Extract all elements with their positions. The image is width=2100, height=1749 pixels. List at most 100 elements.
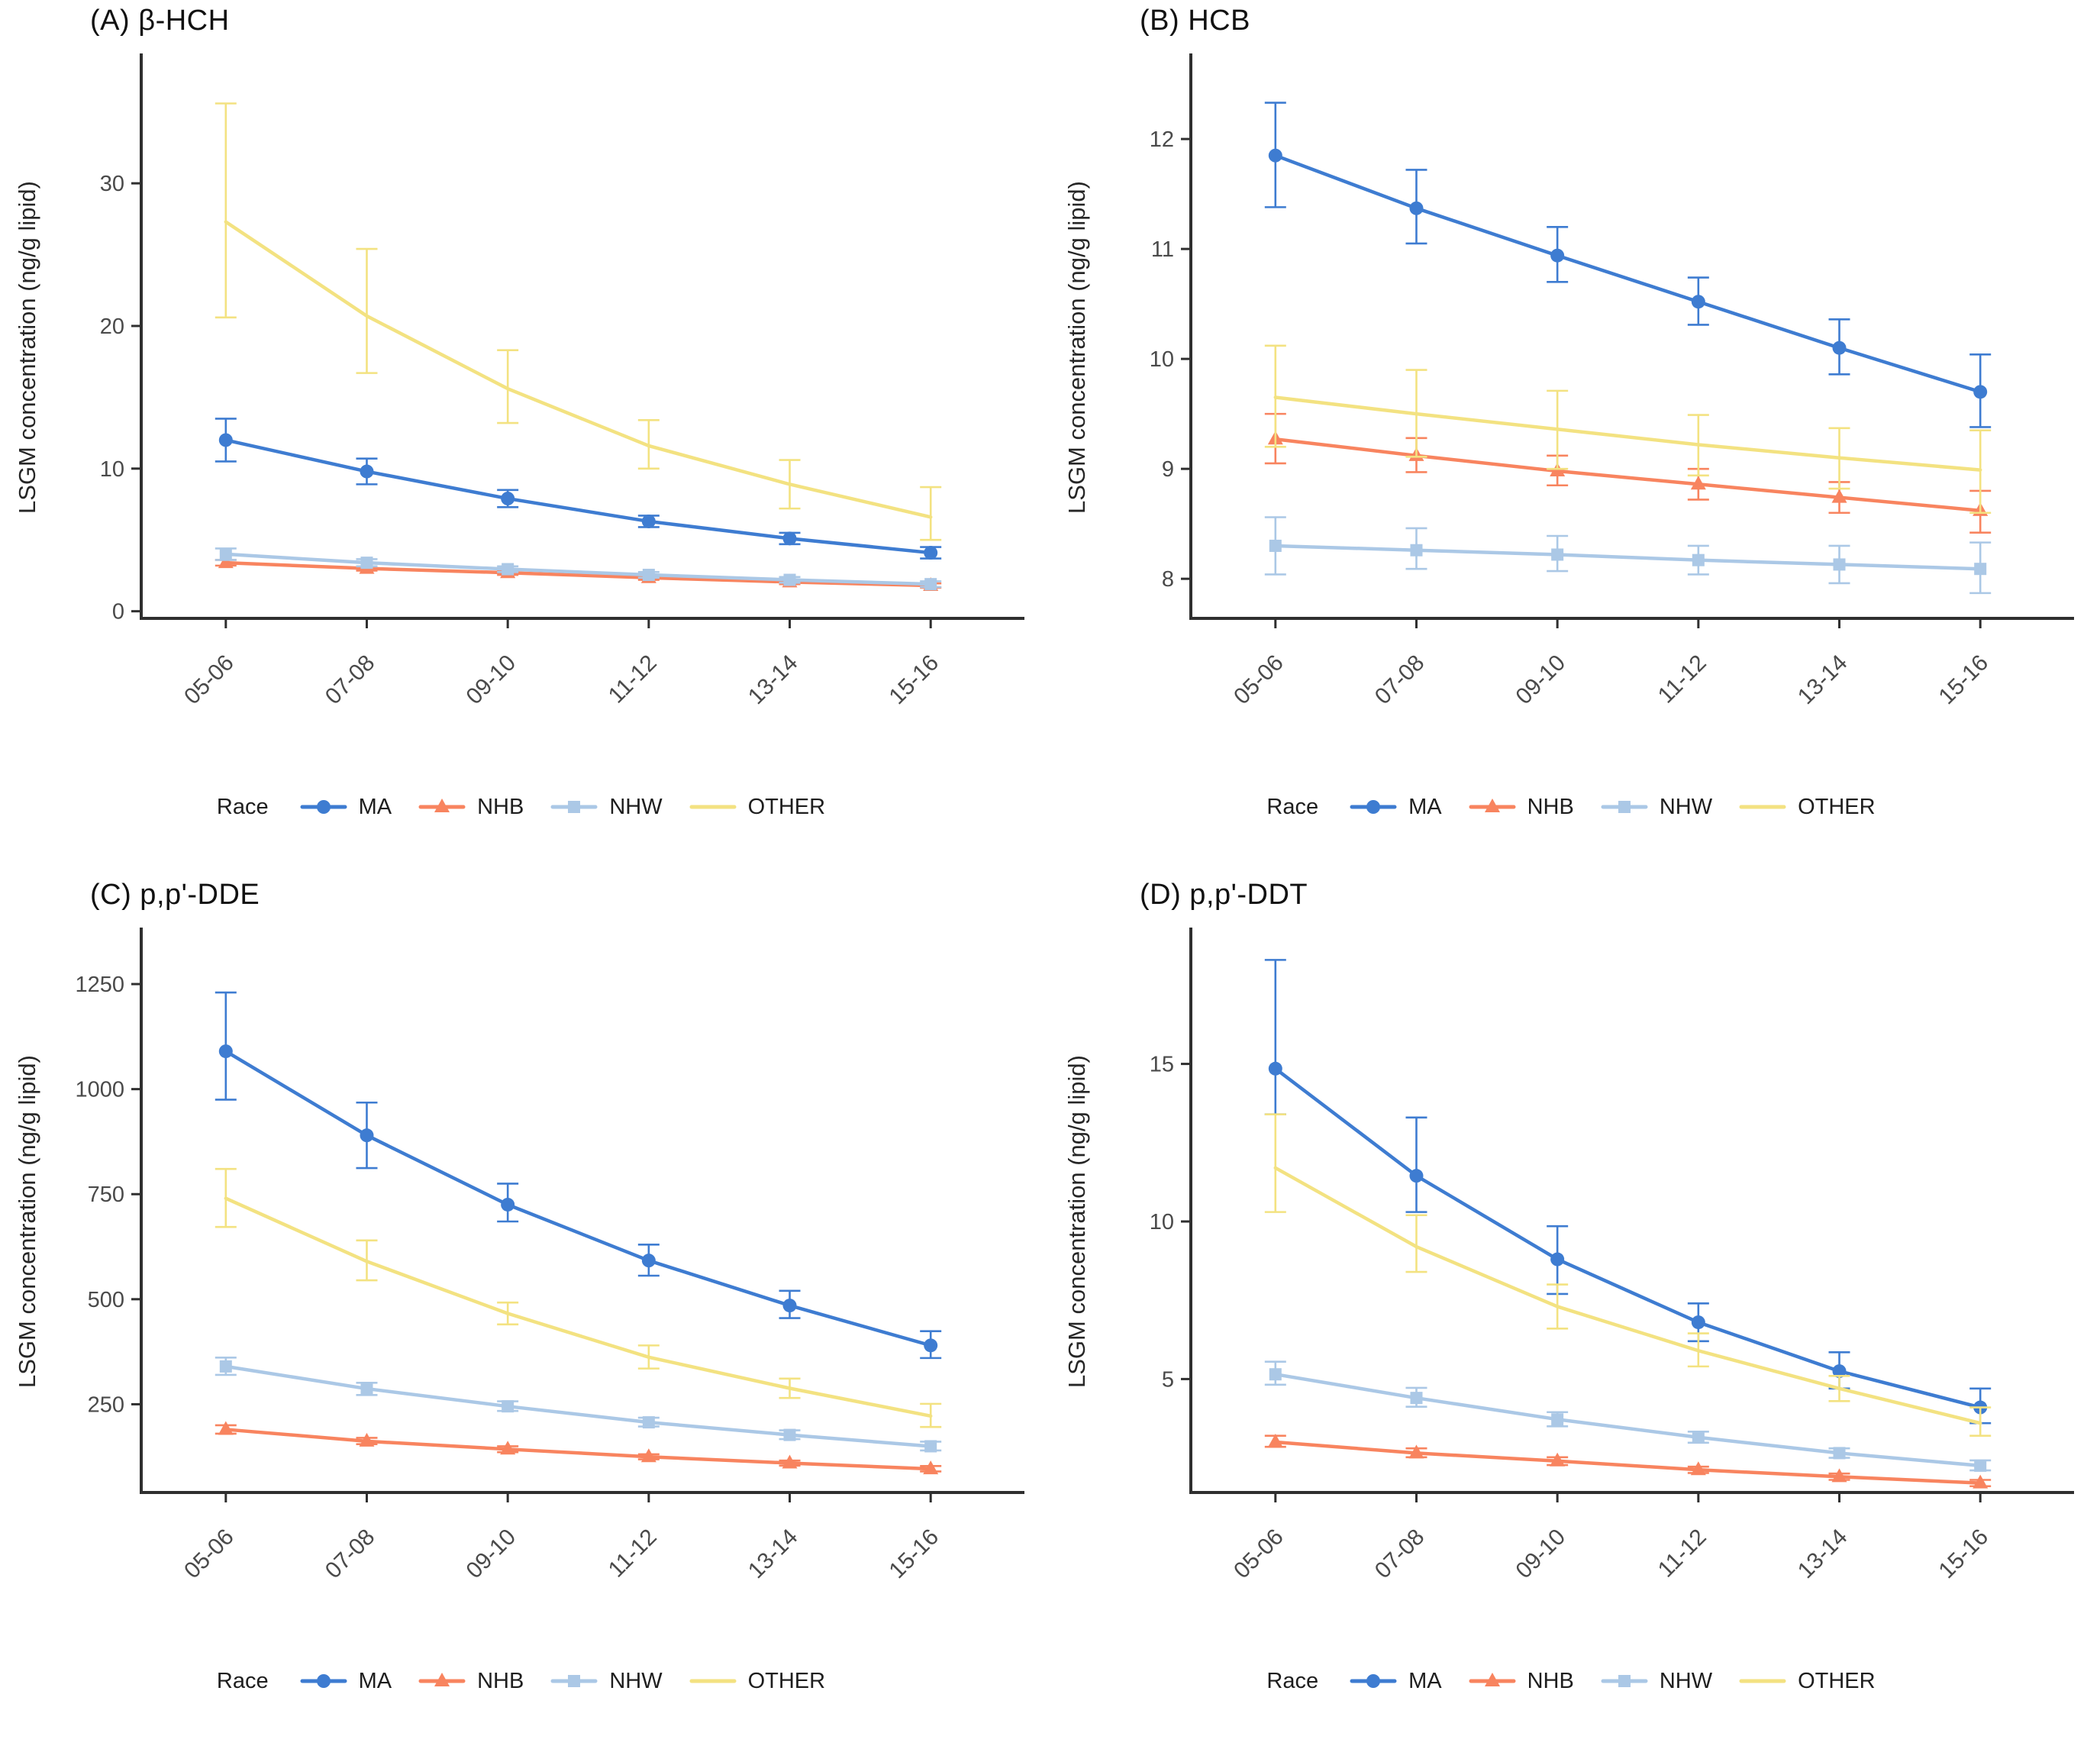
- legend-item-nhw: NHW: [1600, 1668, 1712, 1694]
- x-axis-ticks: 05-06 07-08 09-10 11-12 13-14 15-16: [1229, 618, 1993, 709]
- x-axis-ticks: 05-06 07-08 09-10 11-12 13-14 15-16: [179, 1492, 944, 1583]
- x-tick-label: 09-10: [462, 1525, 521, 1584]
- legend-label: MA: [1408, 1668, 1442, 1693]
- legend-title: Race: [216, 1668, 269, 1693]
- legend-item-other: OTHER: [1738, 794, 1876, 820]
- panel-a-title: (A) β-HCH: [90, 5, 230, 37]
- legend-item-nhb: NHB: [418, 794, 524, 820]
- legend-label: OTHER: [747, 1668, 826, 1693]
- y-tick-label: 12: [1150, 127, 1174, 152]
- legend-item-nhw: NHW: [550, 794, 663, 820]
- x-tick-label: 05-06: [179, 1525, 239, 1584]
- x-tick-label: 15-16: [1934, 1525, 1994, 1584]
- x-tick-label: 05-06: [1229, 650, 1289, 710]
- series-nhw: [1264, 1360, 1992, 1472]
- legend-item-nhb: NHB: [418, 1668, 524, 1694]
- x-tick-label: 07-08: [1370, 650, 1430, 710]
- series-ma: [1264, 959, 1992, 1425]
- legend-key-ma-icon: [1350, 800, 1397, 814]
- y-tick-label: 20: [100, 315, 124, 339]
- legend-label: NHW: [1659, 1668, 1713, 1693]
- series-other: [1264, 344, 1992, 515]
- x-tick-label: 13-14: [744, 650, 803, 710]
- x-tick-label: 05-06: [1229, 1525, 1289, 1584]
- legend-title: Race: [1266, 1668, 1319, 1693]
- x-tick-label: 15-16: [885, 650, 944, 710]
- legend-key-nhb-icon: [1469, 1673, 1516, 1686]
- series-other: [1264, 1113, 1992, 1437]
- series-nhb: [1264, 1433, 1992, 1489]
- legend-label: OTHER: [747, 794, 826, 819]
- x-tick-label: 13-14: [744, 1525, 803, 1584]
- axes: [1189, 928, 2074, 1494]
- legend-d: Race MA NHB NHW OTHER: [1050, 1654, 2092, 1708]
- x-tick-label: 11-12: [604, 650, 662, 708]
- legend-key-other-icon: [1739, 1679, 1786, 1683]
- axes: [140, 928, 1024, 1494]
- series-ma: [1264, 102, 1992, 428]
- legend-item-nhw: NHW: [1600, 794, 1712, 820]
- x-tick-label: 11-12: [1653, 1525, 1711, 1583]
- y-tick-label: 11: [1151, 237, 1174, 262]
- legend-title: Race: [1266, 794, 1319, 819]
- y-axis-label: LSGM concentration (ng/g lipid): [14, 1055, 40, 1388]
- legend-label: NHW: [609, 794, 663, 819]
- legend-key-ma-icon: [300, 1674, 347, 1688]
- x-tick-label: 05-06: [179, 650, 239, 710]
- series-ma: [215, 991, 942, 1360]
- panel-d-title: (D) p,p'-DDT: [1140, 879, 1308, 911]
- x-tick-label: 15-16: [885, 1525, 944, 1584]
- y-tick-label: 8: [1162, 567, 1174, 592]
- legend-item-ma: MA: [299, 1668, 392, 1694]
- y-axis-ticks: 5 10 15: [1150, 1053, 1191, 1392]
- legend-key-other-icon: [689, 1679, 737, 1683]
- legend-b: Race MA NHB NHW OTHER: [1050, 780, 2092, 834]
- axes: [1189, 53, 2074, 620]
- series-nhw: [1264, 516, 1992, 595]
- series-other: [215, 1167, 942, 1428]
- panel-b-hcb: (B) HCB 8 9 10 11 12 05-06 07-08 09-10 11-12 13-1…: [1050, 0, 2100, 874]
- legend-item-nhb: NHB: [1468, 1668, 1574, 1694]
- series-nhw: [215, 1357, 942, 1453]
- legend-a: Race MA NHB NHW OTHER: [0, 780, 1042, 834]
- y-axis-label: LSGM concentration (ng/g lipid): [1063, 181, 1090, 514]
- legend-key-nhw-icon: [1601, 801, 1648, 813]
- legend-item-other: OTHER: [689, 794, 826, 820]
- series-ma: [215, 418, 942, 560]
- x-tick-label: 15-16: [1934, 650, 1994, 710]
- legend-label: NHB: [1527, 794, 1574, 819]
- legend-key-ma-icon: [300, 800, 347, 814]
- y-tick-label: 5: [1162, 1367, 1174, 1392]
- y-axis-label: LSGM concentration (ng/g lipid): [1063, 1055, 1090, 1388]
- legend-item-ma: MA: [1349, 1668, 1442, 1694]
- x-tick-label: 13-14: [1793, 650, 1853, 710]
- legend-label: NHB: [477, 1668, 524, 1693]
- line-chart-ppdde: 250 500 750 1000 1250 05-06 07-08 09-10 11-12 13-…: [14, 928, 1024, 1583]
- legend-key-other-icon: [689, 805, 737, 809]
- legend-label: MA: [358, 1668, 392, 1693]
- y-tick-label: 10: [1150, 347, 1174, 372]
- legend-key-other-icon: [1739, 805, 1786, 809]
- y-tick-label: 30: [100, 172, 124, 196]
- y-tick-label: 750: [88, 1183, 124, 1207]
- y-tick-label: 250: [88, 1392, 124, 1417]
- panel-a-beta-hch: (A) β-HCH 0 10 20 30 05-06 07-08 09-10 11-12 13-…: [0, 0, 1050, 874]
- legend-c: Race MA NHB NHW OTHER: [0, 1654, 1042, 1708]
- legend-item-nhw: NHW: [550, 1668, 663, 1694]
- line-chart-hcb: 8 9 10 11 12 05-06 07-08 09-10 11-12 13-14 15-16 LS…: [1063, 53, 2074, 709]
- line-chart-beta-hch: 0 10 20 30 05-06 07-08 09-10 11-12 13-14 15-16 LSG…: [14, 53, 1024, 710]
- axes: [140, 53, 1024, 620]
- y-axis-ticks: 250 500 750 1000 1250: [75, 973, 141, 1417]
- x-tick-label: 09-10: [462, 650, 521, 710]
- y-tick-label: 1000: [75, 1078, 124, 1102]
- legend-title: Race: [216, 794, 269, 819]
- legend-key-nhb-icon: [1469, 799, 1516, 812]
- y-tick-label: 500: [88, 1288, 124, 1312]
- legend-label: OTHER: [1798, 794, 1876, 819]
- panel-d-ppddt: (D) p,p'-DDT 5 10 15 05-06 07-08 09-10 11-12 13…: [1050, 874, 2100, 1749]
- series-nhb: [215, 1421, 942, 1475]
- legend-key-nhw-icon: [550, 1675, 598, 1687]
- y-tick-label: 1250: [75, 973, 124, 997]
- x-tick-label: 07-08: [321, 650, 380, 710]
- legend-label: NHW: [609, 1668, 663, 1693]
